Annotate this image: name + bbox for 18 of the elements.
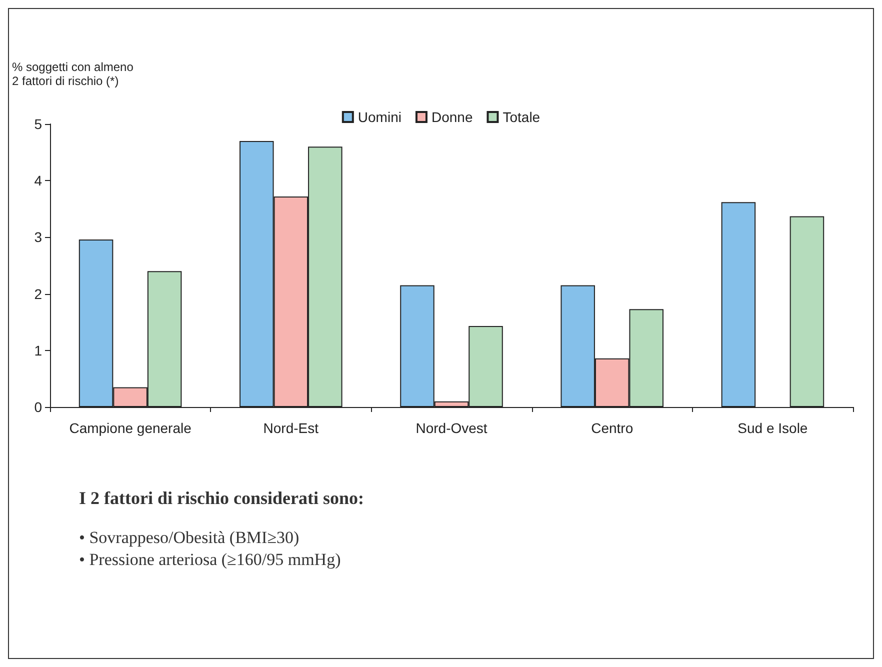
y-tick-label: 1 (34, 342, 42, 358)
x-tick-label: Nord-Ovest (416, 420, 488, 436)
text: I 2 fattori di rischio considerati sono: (79, 488, 364, 508)
legend-label: Donne (431, 109, 473, 125)
y-tick-label: 5 (34, 116, 42, 132)
y-tick-label: 0 (34, 399, 42, 415)
legend-label: Totale (502, 109, 540, 125)
legend-label: Uomini (358, 109, 402, 125)
y-tick-label: 2 (34, 286, 42, 302)
x-tick-label: Nord-Est (263, 420, 319, 436)
y-axis-title: % soggetti con almeno 2 fattori di rischio (*) (12, 60, 134, 88)
y-tick-label: 4 (34, 172, 42, 189)
text: • Sovrappeso/Obesità (BMI≥30) (79, 528, 300, 547)
x-tick-label: Campione generale (69, 420, 192, 436)
x-tick-label: Centro (591, 420, 634, 436)
y-tick-label: 3 (34, 229, 42, 246)
x-tick-label: Sud e Isole (738, 420, 808, 436)
text: • Pressione arteriosa (≥160/95 mmHg) (79, 550, 341, 569)
